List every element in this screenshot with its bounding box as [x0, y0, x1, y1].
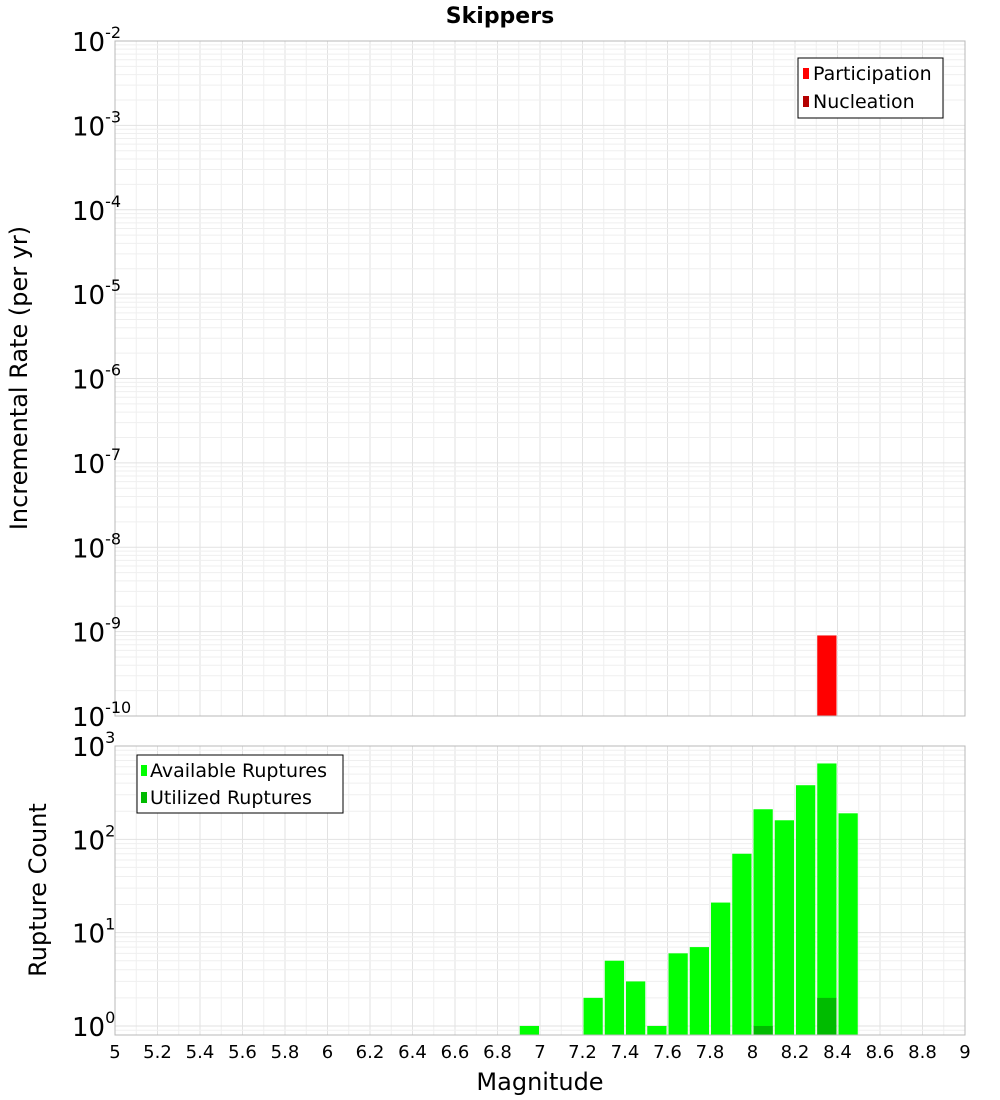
rate-chart: Skippers Incremental Rate (per yr) 10-21…	[5, 4, 966, 733]
available-ruptures-bar	[604, 960, 624, 1035]
rupture-count-y-tick-label: 101	[72, 915, 115, 950]
rate-chart-y-tick-label: 10-2	[72, 23, 121, 58]
participation-legend-swatch	[803, 68, 809, 79]
participation-bar	[817, 635, 837, 716]
available-ruptures-bar	[753, 809, 773, 1035]
x-tick-label: 6.8	[483, 1042, 512, 1063]
available-ruptures-bar	[647, 1025, 667, 1035]
x-tick-label: 7.2	[568, 1042, 597, 1063]
rupture-count-chart: Rupture Count Magnitude 103 102 101 100 5 5.…	[24, 728, 971, 1096]
x-tick-label: 5.4	[186, 1042, 215, 1063]
rupture-count-y-ticks: 103 102 101 100	[72, 728, 115, 1043]
chart-title: Skippers	[446, 4, 554, 29]
x-tick-label: 8.2	[781, 1042, 810, 1063]
x-tick-label: 8.6	[866, 1042, 895, 1063]
available-ruptures-legend-label: Available Ruptures	[150, 760, 327, 782]
available-ruptures-bar	[817, 763, 837, 1035]
rate-chart-legend: Participation Nucleation	[797, 57, 944, 119]
x-tick-label: 8.8	[908, 1042, 937, 1063]
available-ruptures-bar	[519, 1025, 539, 1035]
x-tick-label: 6.2	[356, 1042, 385, 1063]
rate-chart-y-tick-label: 10-10	[72, 698, 131, 733]
available-ruptures-bar	[583, 997, 603, 1035]
rate-chart-y-tick-label: 10-5	[72, 276, 121, 311]
x-tick-label: 7.4	[611, 1042, 640, 1063]
x-tick-label: 7.6	[653, 1042, 682, 1063]
x-tick-label: 5.2	[143, 1042, 172, 1063]
x-tick-label: 6.6	[441, 1042, 470, 1063]
rate-chart-y-tick-label: 10-6	[72, 361, 121, 396]
rate-chart-y-axis-label: Incremental Rate (per yr)	[5, 226, 33, 530]
utilized-ruptures-bar	[753, 1025, 773, 1035]
rate-chart-y-ticks: 10-2 10-3 10-4 10-5 10-6 10-7 10-8 10-9 10-10	[72, 23, 131, 733]
x-tick-label: 9	[959, 1042, 970, 1063]
available-ruptures-bar	[689, 947, 709, 1035]
available-ruptures-legend-swatch	[141, 765, 147, 776]
rupture-count-plot-area	[114, 745, 966, 1036]
x-tick-label: 8	[747, 1042, 758, 1063]
rate-chart-plot-area	[114, 40, 966, 717]
available-ruptures-bar	[626, 981, 646, 1035]
available-ruptures-bar	[796, 785, 816, 1035]
rupture-count-legend-box	[136, 754, 344, 814]
rupture-count-y-tick-label: 102	[72, 821, 115, 856]
x-tick-label: 7.8	[696, 1042, 725, 1063]
available-ruptures-bar	[732, 853, 752, 1035]
rupture-count-y-axis-label: Rupture Count	[24, 803, 52, 977]
x-tick-label: 8.4	[823, 1042, 852, 1063]
x-tick-label: 6.4	[398, 1042, 427, 1063]
rate-chart-bars	[817, 635, 837, 716]
participation-legend-label: Participation	[813, 63, 932, 85]
utilized-ruptures-legend-swatch	[141, 792, 147, 803]
rupture-count-y-tick-label: 100	[72, 1008, 115, 1043]
rupture-count-legend: Available Ruptures Utilized Ruptures	[136, 754, 344, 814]
rupture-count-bars	[519, 763, 858, 1035]
utilized-ruptures-bar	[817, 997, 837, 1035]
rate-chart-y-tick-label: 10-3	[72, 107, 121, 142]
x-tick-label: 6	[322, 1042, 333, 1063]
x-tick-label: 7	[534, 1042, 545, 1063]
x-tick-label: 5	[109, 1042, 120, 1063]
rate-chart-legend-box	[797, 57, 944, 119]
nucleation-legend-label: Nucleation	[813, 91, 915, 113]
x-tick-label: 5.6	[228, 1042, 257, 1063]
rate-chart-y-tick-label: 10-8	[72, 529, 121, 564]
rate-chart-y-tick-label: 10-9	[72, 614, 121, 649]
available-ruptures-bar	[838, 813, 858, 1035]
utilized-ruptures-legend-label: Utilized Ruptures	[150, 787, 312, 809]
nucleation-legend-swatch	[803, 96, 809, 107]
rate-chart-y-tick-label: 10-4	[72, 192, 121, 227]
available-ruptures-bar	[668, 953, 688, 1035]
x-tick-label: 5.8	[271, 1042, 300, 1063]
x-axis-ticks: 5 5.2 5.4 5.6 5.8 6 6.2 6.4 6.6 6.8 7 7.2 7.4 7.6 7.8 8…	[109, 1042, 970, 1063]
available-ruptures-bar	[711, 902, 731, 1035]
available-ruptures-bar	[774, 820, 794, 1035]
x-axis-label: Magnitude	[476, 1068, 603, 1096]
rate-chart-grid	[114, 41, 966, 717]
rupture-count-y-tick-label: 103	[72, 728, 115, 763]
rate-chart-y-tick-label: 10-7	[72, 445, 121, 480]
